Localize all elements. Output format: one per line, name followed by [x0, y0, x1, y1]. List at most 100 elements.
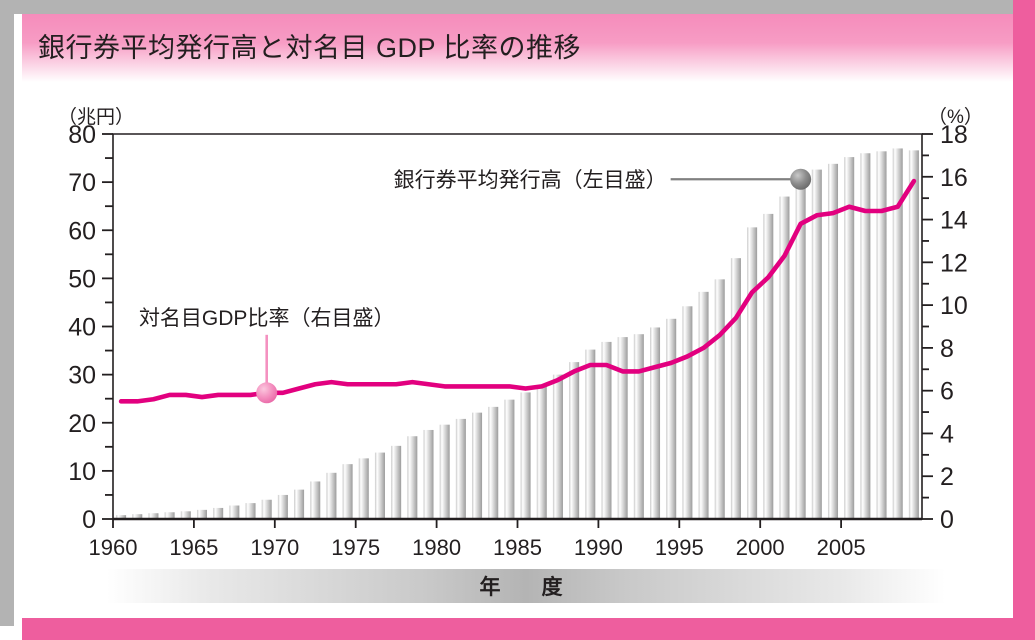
x-tick-label-1970: 1970: [250, 535, 299, 560]
right-tick-label-10: 10: [940, 292, 968, 320]
bar-2006: [860, 153, 871, 519]
bar-1994: [666, 318, 677, 519]
bar-1977: [391, 445, 402, 519]
left-tick-label-0: 0: [82, 506, 96, 534]
gdp-ratio-annotation-marker: [256, 382, 278, 404]
bar-1996: [698, 291, 709, 519]
banknote-annotation-marker: [790, 168, 812, 190]
left-axis-ticks: 0 10 20 30 40 50 60 70 80: [68, 121, 113, 534]
bar-1966: [213, 507, 224, 519]
bar-1993: [650, 327, 661, 519]
annotation-layer: 対名目GDP比率（右目盛） 銀行券平均発行高（左目盛）: [139, 168, 812, 404]
right-axis-unit: （%）: [928, 107, 983, 128]
banknote-annotation-label: 銀行券平均発行高（左目盛）: [394, 169, 667, 192]
right-tick-label-14: 14: [940, 207, 968, 235]
x-tick-label-1985: 1985: [493, 535, 542, 560]
page-title: 銀行券平均発行高と対名目 GDP 比率の推移: [38, 33, 582, 63]
bar-1973: [326, 472, 337, 519]
bar-2000: [763, 213, 774, 519]
left-tick-label-80: 80: [68, 121, 96, 149]
frame-accent-right: [1013, 0, 1035, 640]
bar-1979: [423, 429, 434, 519]
x-axis-caption-bar: 年 度: [107, 569, 945, 603]
bar-1982: [472, 412, 483, 519]
bar-1960: [116, 515, 127, 519]
bar-1968: [245, 503, 256, 519]
x-tick-label-1965: 1965: [169, 535, 218, 560]
bar-1991: [617, 337, 628, 519]
bar-2004: [827, 163, 839, 519]
bar-1987: [552, 374, 563, 520]
bar-1986: [536, 385, 547, 519]
left-axis-unit: （兆円）: [58, 107, 135, 128]
bar-1972: [310, 481, 321, 519]
left-tick-label-40: 40: [68, 314, 96, 342]
bar-1980: [439, 424, 450, 519]
bar-1971: [294, 489, 305, 519]
bar-1964: [180, 511, 191, 519]
bar-1997: [714, 279, 725, 519]
bar-1988: [569, 362, 580, 519]
right-tick-label-8: 8: [940, 335, 954, 363]
bar-1981: [455, 418, 466, 519]
x-tick-label-2005: 2005: [817, 535, 866, 560]
chart-header: 銀行券平均発行高と対名目 GDP 比率の推移: [22, 14, 1013, 82]
bar-1962: [148, 513, 159, 519]
bar-1998: [730, 258, 741, 519]
bar-2003: [811, 169, 822, 520]
bar-1965: [196, 509, 207, 519]
left-tick-label-70: 70: [68, 169, 96, 197]
chart-card: 銀行券平均発行高と対名目 GDP 比率の推移 （兆円） （%）: [22, 14, 1013, 618]
bar-1961: [132, 514, 143, 519]
bar-2007: [876, 151, 887, 519]
bar-1978: [407, 436, 418, 519]
right-tick-label-0: 0: [940, 506, 954, 534]
bar-1999: [747, 227, 758, 520]
bar-1983: [488, 406, 499, 519]
bar-1989: [585, 349, 596, 519]
bar-2002: [795, 179, 806, 520]
right-tick-label-12: 12: [940, 249, 968, 277]
bar-1992: [633, 334, 644, 519]
x-tick-label-1980: 1980: [412, 535, 461, 560]
frame-shadow-top: [0, 0, 1013, 14]
bar-2008: [892, 148, 903, 519]
x-tick-label-1995: 1995: [655, 535, 704, 560]
bar-1967: [229, 505, 240, 519]
right-tick-label-6: 6: [940, 378, 954, 406]
left-tick-label-50: 50: [68, 265, 96, 293]
left-tick-label-30: 30: [68, 362, 96, 390]
gdp-ratio-annotation-label: 対名目GDP比率（右目盛）: [139, 307, 395, 330]
bar-1995: [682, 306, 693, 519]
right-tick-label-16: 16: [940, 164, 968, 192]
line-series: [118, 178, 917, 404]
bar-1974: [342, 464, 353, 519]
bar-1970: [277, 494, 288, 519]
bar-1976: [374, 452, 385, 519]
x-tick-label-1960: 1960: [89, 535, 138, 560]
frame-shadow-left: [0, 0, 14, 626]
left-tick-label-60: 60: [68, 217, 96, 245]
x-axis-ticks: 1960 1965 1970 1975 1980 1985 1990 1995 2000 2005: [89, 519, 866, 560]
bar-2009: [908, 150, 919, 520]
gdp-ratio-line: [118, 178, 917, 404]
bar-1985: [520, 392, 531, 519]
bar-series: [116, 148, 919, 520]
right-tick-label-18: 18: [940, 121, 968, 149]
right-tick-label-4: 4: [940, 420, 954, 448]
right-tick-label-2: 2: [940, 463, 954, 491]
bar-1963: [164, 512, 175, 519]
frame-accent-bottom: [22, 618, 1035, 640]
bar-1969: [261, 499, 272, 519]
x-tick-label-2000: 2000: [736, 535, 785, 560]
right-axis-ticks: 0 2 4 6 8 10 12 14 16 18: [922, 121, 968, 534]
x-tick-label-1990: 1990: [574, 535, 623, 560]
bar-1984: [504, 399, 515, 519]
bar-2001: [779, 196, 790, 519]
bar-2005: [844, 157, 855, 519]
bar-1990: [601, 341, 612, 519]
x-axis-caption: 年 度: [479, 576, 573, 599]
left-tick-label-20: 20: [68, 410, 96, 438]
